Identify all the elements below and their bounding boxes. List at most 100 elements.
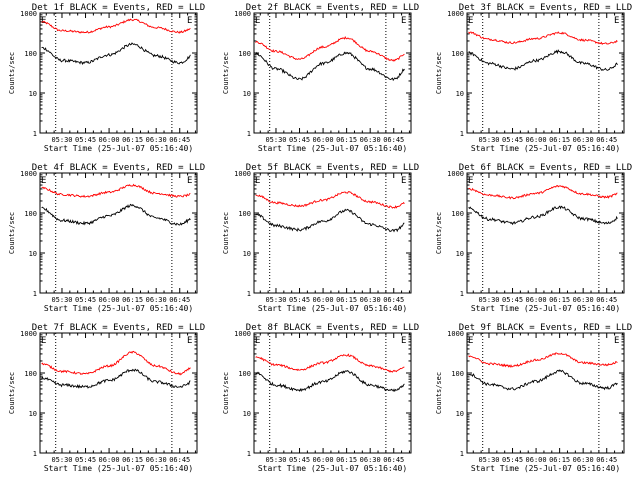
x-tick-label: 06:30 [573,136,594,144]
y-tick-label: 100 [238,370,251,378]
y-tick-label: 1 [460,130,464,138]
x-axis-label: Start Time (25-Jul-07 05:16:40) [471,304,620,313]
y-tick-label: 100 [238,50,251,58]
y-axis-label: Counts/sec [8,52,16,94]
event-marker-label: E [401,176,406,186]
event-marker-label: E [187,176,192,186]
x-tick-label: 05:30 [265,136,286,144]
events-rate-line [468,369,618,391]
x-tick-label: 06:15 [336,296,357,304]
event-marker-label: E [187,16,192,26]
event-marker-label: E [41,336,46,346]
event-marker-label: E [401,16,406,26]
x-tick-label: 05:30 [478,456,499,464]
lld-rate-line [255,35,405,62]
y-axis-label: Counts/sec [222,52,230,94]
plot-frame [253,172,412,294]
x-tick-label: 05:45 [289,136,310,144]
y-tick-label: 100 [24,50,37,58]
y-axis-label: Counts/sec [435,52,443,94]
x-tick-label: 06:00 [313,296,334,304]
y-axis-label: Counts/sec [435,372,443,414]
plot-frame [39,172,198,294]
panel-title: Det 6f BLACK = Events, RED = LLD [459,163,632,173]
x-tick-label: 06:30 [146,136,167,144]
x-tick-label: 05:45 [75,296,96,304]
plot-frame [39,332,198,454]
events-rate-line [41,203,191,226]
y-tick-label: 1 [247,450,251,458]
panel-det-9: Det 9f BLACK = Events, RED = LLD Counts/s… [435,323,632,473]
y-tick-label: 10 [243,90,251,98]
x-axis-label: Start Time (25-Jul-07 05:16:40) [44,144,193,153]
y-tick-label: 1 [247,290,251,298]
x-tick-label: 06:45 [169,296,190,304]
y-tick-label: 1000 [234,10,251,18]
x-axis-label: Start Time (25-Jul-07 05:16:40) [258,304,407,313]
x-tick-label: 05:45 [289,456,310,464]
y-tick-label: 1000 [20,170,37,178]
event-marker-label: E [614,16,619,26]
y-axis-label: Counts/sec [222,212,230,254]
x-tick-label: 05:30 [265,456,286,464]
y-tick-label: 10 [456,90,464,98]
y-tick-label: 10 [456,250,464,258]
events-rate-line [468,49,618,71]
panel-title: Det 5f BLACK = Events, RED = LLD [246,163,419,173]
x-tick-label: 06:30 [360,456,381,464]
x-tick-label: 06:45 [383,136,404,144]
panel-det-5: Det 5f BLACK = Events, RED = LLD Counts/s… [222,163,419,313]
y-tick-label: 1000 [234,170,251,178]
y-tick-label: 100 [451,370,464,378]
panel-det-2: Det 2f BLACK = Events, RED = LLD Counts/s… [222,3,419,153]
x-tick-label: 06:15 [122,136,143,144]
plot-frame [253,332,412,454]
x-tick-label: 06:00 [99,456,120,464]
panel-title: Det 2f BLACK = Events, RED = LLD [246,3,419,13]
lld-rate-line [468,31,618,45]
y-tick-label: 1000 [20,330,37,338]
y-tick-label: 10 [456,410,464,418]
x-tick-label: 05:30 [51,456,72,464]
events-rate-line [255,208,405,233]
y-axis-label: Counts/sec [8,212,16,254]
y-tick-label: 1 [247,130,251,138]
x-tick-label: 05:30 [265,296,286,304]
x-axis-label: Start Time (25-Jul-07 05:16:40) [471,464,620,473]
lld-rate-line [468,352,618,368]
panel-det-8: Det 8f BLACK = Events, RED = LLD Counts/s… [222,323,419,473]
events-rate-line [41,368,191,389]
event-marker-label: E [255,336,260,346]
panel-title: Det 3f BLACK = Events, RED = LLD [459,3,632,13]
x-tick-label: 06:45 [596,456,617,464]
x-tick-label: 05:30 [51,136,72,144]
event-marker-label: E [468,176,473,186]
x-tick-label: 06:30 [360,136,381,144]
lld-rate-line [255,353,405,373]
y-tick-label: 10 [29,410,37,418]
panel-title: Det 4f BLACK = Events, RED = LLD [32,163,205,173]
y-tick-label: 1 [33,130,37,138]
y-tick-label: 100 [238,210,251,218]
y-tick-label: 1 [33,450,37,458]
y-tick-label: 1 [460,450,464,458]
x-tick-label: 06:00 [99,296,120,304]
lld-rate-line [41,18,191,34]
x-tick-label: 05:45 [502,296,523,304]
x-tick-label: 06:00 [99,136,120,144]
x-tick-label: 05:45 [75,136,96,144]
event-marker-label: E [468,336,473,346]
event-marker-label: E [468,16,473,26]
x-tick-label: 06:00 [313,456,334,464]
x-tick-label: 06:45 [383,456,404,464]
events-rate-line [255,370,405,393]
y-tick-label: 1000 [20,10,37,18]
event-marker-label: E [255,176,260,186]
y-axis-label: Counts/sec [8,372,16,414]
panel-title: Det 7f BLACK = Events, RED = LLD [32,323,205,333]
x-tick-label: 06:00 [526,136,547,144]
x-tick-label: 06:15 [336,456,357,464]
x-tick-label: 05:45 [502,456,523,464]
lld-rate-line [468,184,618,200]
